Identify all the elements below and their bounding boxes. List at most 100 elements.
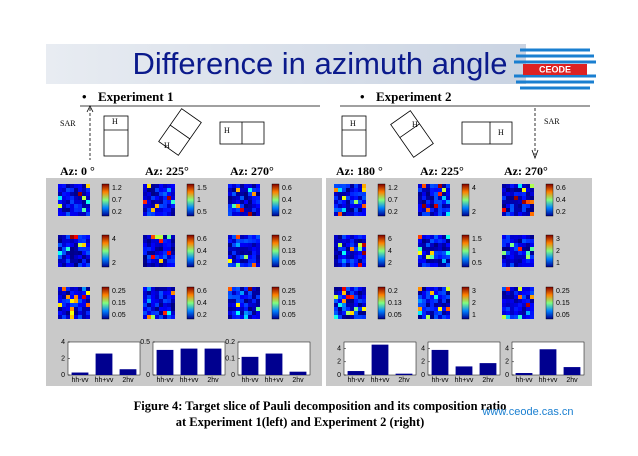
heatmap-cell: [167, 239, 171, 243]
heatmap-cell: [434, 251, 438, 255]
heatmap-cell: [502, 251, 506, 255]
x-tick-label: 2hv: [292, 377, 304, 384]
heatmap-cell: [506, 208, 510, 212]
heatmap-cell: [232, 196, 236, 200]
heatmap-cell: [418, 315, 422, 319]
heatmap-cell: [236, 243, 240, 247]
heatmap-cell: [70, 200, 74, 204]
heatmap-cell: [338, 307, 342, 311]
heatmap-cell: [163, 192, 167, 196]
heatmap-cell: [62, 204, 66, 208]
heatmap-cell: [232, 235, 236, 239]
heatmap-cell: [171, 235, 175, 239]
heatmap-cell: [155, 247, 159, 251]
heatmap-cell: [159, 307, 163, 311]
colorbar-tick: 0.05: [282, 312, 296, 319]
heatmap-cell: [240, 299, 244, 303]
heatmap-cell: [530, 255, 534, 259]
heatmap-cell: [58, 239, 62, 243]
y-tick-label: 2: [337, 359, 341, 366]
heatmap-cell: [143, 200, 147, 204]
heatmap-cell: [338, 196, 342, 200]
heatmap-cell: [240, 291, 244, 295]
heatmap-cell: [58, 235, 62, 239]
heatmap-cell: [143, 299, 147, 303]
heatmap-cell: [171, 259, 175, 263]
heatmap-cell: [151, 235, 155, 239]
heatmap-cell: [434, 196, 438, 200]
heatmap-cell: [256, 247, 260, 251]
heatmap-cell: [82, 188, 86, 192]
heatmap-cell: [526, 303, 530, 307]
colorbar: [461, 234, 470, 268]
heatmap-cell: [514, 208, 518, 212]
heatmap-cell: [78, 307, 82, 311]
heatmap-cell: [159, 259, 163, 263]
heatmap-cell: [362, 212, 366, 216]
heatmap-cell: [252, 311, 256, 315]
caption: Figure 4: Target slice of Pauli decompos…: [134, 399, 507, 413]
heatmap-cell: [510, 192, 514, 196]
heatmap-cell: [426, 303, 430, 307]
heatmap-cell: [510, 307, 514, 311]
colorbar-tick: 1: [197, 197, 201, 204]
heatmap-cell: [354, 315, 358, 319]
heatmap-cell: [354, 251, 358, 255]
sar-label: SAR: [60, 119, 76, 128]
heatmap-cell: [446, 196, 450, 200]
heatmap-cell: [256, 303, 260, 307]
heatmap-cell: [151, 188, 155, 192]
heatmap-cell: [514, 239, 518, 243]
heatmap-cell: [514, 184, 518, 188]
heatmap-cell: [228, 208, 232, 212]
heatmap-cell: [350, 291, 354, 295]
heatmap-cell: [256, 235, 260, 239]
heatmap-cell: [526, 192, 530, 196]
heatmap-cell: [342, 200, 346, 204]
heatmap-cell: [342, 295, 346, 299]
heatmap-cell: [506, 239, 510, 243]
heatmap-cell: [430, 212, 434, 216]
colorbar-tick: 0.7: [388, 197, 398, 204]
heatmap-cell: [438, 204, 442, 208]
heatmap-cell: [506, 299, 510, 303]
heatmap-cell: [82, 259, 86, 263]
heatmap-cell: [252, 200, 256, 204]
heatmap-cell: [346, 247, 350, 251]
heatmap-cell: [418, 188, 422, 192]
y-tick-label: 0: [231, 372, 235, 379]
heatmap-cell: [358, 235, 362, 239]
heatmap-cell: [228, 235, 232, 239]
heatmap-cell: [430, 291, 434, 295]
heatmap-cell: [151, 311, 155, 315]
colorbar-tick: 1.5: [472, 236, 482, 243]
heatmap-cell: [159, 251, 163, 255]
heatmap-cell: [342, 196, 346, 200]
colorbar-tick: 0.2: [282, 236, 292, 243]
heatmap-cell: [518, 291, 522, 295]
heatmap-cell: [78, 184, 82, 188]
heatmap-cell: [530, 204, 534, 208]
heatmap-cell: [167, 299, 171, 303]
heatmap-cell: [526, 295, 530, 299]
heatmap-cell: [236, 251, 240, 255]
heatmap-cell: [78, 315, 82, 319]
heatmap-cell: [70, 303, 74, 307]
heatmap-cell: [58, 307, 62, 311]
heatmap-cell: [350, 311, 354, 315]
heatmap-cell: [514, 299, 518, 303]
heatmap-cell: [74, 251, 78, 255]
heatmap-cell: [434, 291, 438, 295]
heatmap-cell: [62, 192, 66, 196]
heatmap-cell: [82, 263, 86, 267]
heatmap-cell: [66, 303, 70, 307]
heatmap-cell: [163, 200, 167, 204]
heatmap-cell: [143, 243, 147, 247]
heatmap-cell: [434, 311, 438, 315]
heatmap-cell: [171, 303, 175, 307]
colorbar-tick: 0.15: [556, 300, 570, 307]
heatmap-cell: [426, 243, 430, 247]
heatmap-cell: [252, 287, 256, 291]
heatmap-cell: [58, 208, 62, 212]
heatmap-cell: [354, 263, 358, 267]
